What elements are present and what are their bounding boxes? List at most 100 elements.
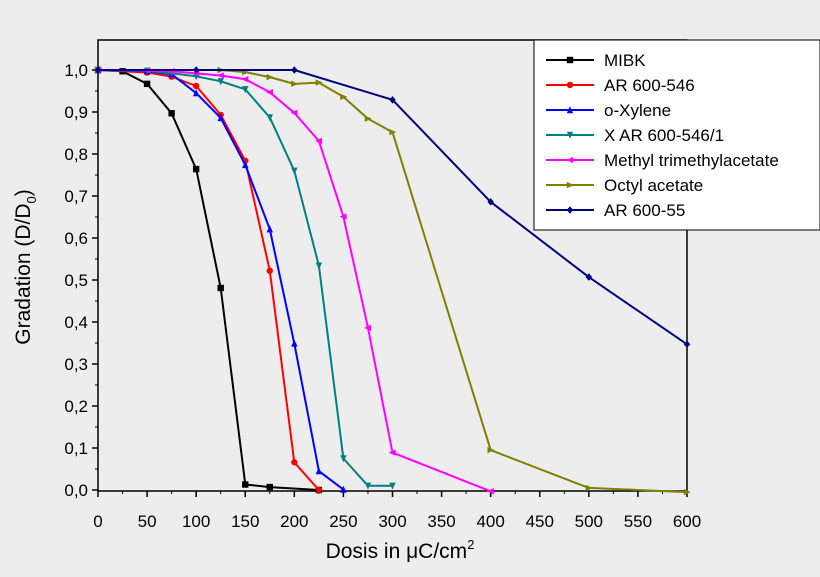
- data-point: [192, 89, 200, 97]
- data-point: [389, 482, 396, 490]
- legend-marker: [566, 131, 574, 139]
- data-point: [315, 79, 323, 86]
- data-point: [339, 213, 347, 220]
- x-tick-label: 400: [476, 512, 504, 531]
- data-point: [291, 80, 299, 88]
- x-tick-label: 50: [138, 512, 157, 531]
- y-tick-label: 0,4: [64, 313, 88, 332]
- data-point: [242, 86, 249, 94]
- data-point: [389, 128, 397, 136]
- legend-label: AR 600-55: [604, 201, 685, 220]
- x-tick-label: 600: [673, 512, 701, 531]
- series-line: [98, 69, 688, 494]
- data-point: [241, 76, 249, 83]
- series-lines: [94, 66, 691, 496]
- data-point: [242, 161, 249, 169]
- x-axis-title: Dosis in μC/cm2: [326, 537, 475, 563]
- x-tick-label: 500: [575, 512, 603, 531]
- legend-label: Methyl trimethylacetate: [604, 151, 779, 170]
- y-tick-label: 0,1: [64, 439, 88, 458]
- data-point: [242, 481, 249, 488]
- data-point: [315, 486, 323, 494]
- data-point: [265, 89, 273, 96]
- data-point: [340, 93, 348, 101]
- data-point: [585, 273, 593, 281]
- legend-item: AR 600-55: [546, 201, 685, 220]
- data-point: [315, 262, 323, 270]
- data-point: [266, 267, 273, 274]
- legend-item: o-Xylene: [546, 101, 671, 120]
- data-point: [487, 446, 495, 454]
- series-line: [97, 69, 345, 491]
- data-point: [266, 114, 273, 122]
- data-point: [290, 109, 298, 117]
- legend-label: Octyl acetate: [604, 176, 703, 195]
- data-point: [266, 483, 273, 491]
- x-tick-label: 150: [231, 512, 259, 531]
- data-point: [585, 484, 593, 492]
- series-line: [97, 69, 319, 491]
- data-point: [389, 96, 396, 104]
- data-point: [364, 115, 372, 122]
- data-point: [168, 110, 175, 117]
- x-tick-label: 250: [329, 512, 357, 531]
- legend-label: X AR 600-546/1: [604, 126, 724, 145]
- y-tick-label: 0,6: [64, 229, 88, 248]
- legend-label: MIBK: [604, 51, 646, 70]
- legend-marker: [566, 181, 574, 189]
- series-line: [97, 69, 320, 491]
- series-line: [97, 69, 492, 493]
- y-tick-label: 0,9: [64, 103, 88, 122]
- series-5: [94, 66, 494, 495]
- data-point: [315, 467, 323, 475]
- x-tick-label: 300: [378, 512, 406, 531]
- legend-marker: [566, 206, 574, 214]
- data-point: [291, 167, 298, 175]
- legend-marker: [566, 56, 574, 64]
- series-line: [97, 69, 393, 487]
- legend: MIBK AR 600-546 o-Xylene X AR 600-546/1 Meth…: [533, 39, 820, 231]
- x-tick-label: 350: [427, 512, 455, 531]
- legend-marker: [566, 81, 574, 89]
- data-point: [192, 66, 200, 74]
- legend-item: X AR 600-546/1: [546, 126, 724, 145]
- data-point: [291, 339, 298, 347]
- x-tick-label: 200: [280, 512, 308, 531]
- data-point: [192, 82, 200, 90]
- data-point: [291, 66, 298, 74]
- x-axis-ticks: 0 50 100 150 200 250 300 350 400 450 500 550 600: [93, 491, 701, 531]
- data-point: [143, 80, 151, 88]
- data-point: [364, 324, 372, 332]
- x-tick-label: 0: [93, 512, 102, 531]
- data-point: [94, 66, 102, 74]
- legend-item: Methyl trimethylacetate: [546, 151, 779, 170]
- x-tick-label: 100: [182, 512, 210, 531]
- y-tick-label: 0,7: [64, 187, 88, 206]
- legend-marker: [566, 156, 574, 164]
- y-axis-ticks: 0,0 0,1 0,2 0,3 0,4 0,5 0,6 0,7 0,8 0,9 1,0: [64, 61, 98, 500]
- data-point: [683, 488, 691, 496]
- y-tick-label: 0,2: [64, 397, 88, 416]
- y-tick-label: 0,8: [64, 145, 88, 164]
- data-point: [487, 198, 494, 206]
- series-4: [94, 66, 396, 490]
- data-point: [388, 449, 396, 456]
- data-point: [486, 488, 494, 495]
- x-tick-label: 450: [526, 512, 554, 531]
- data-point: [217, 284, 224, 292]
- data-point: [683, 340, 691, 349]
- x-tick-label: 550: [624, 512, 652, 531]
- data-point: [192, 165, 200, 173]
- legend-item: AR 600-546: [546, 76, 695, 95]
- data-point: [216, 72, 224, 79]
- data-point: [315, 137, 323, 145]
- legend-label: AR 600-546: [604, 76, 695, 95]
- data-point: [340, 485, 347, 493]
- series-2: [94, 66, 323, 494]
- series-1: [94, 66, 323, 494]
- series-7: [94, 66, 691, 349]
- data-point: [266, 225, 273, 233]
- data-point: [291, 459, 298, 466]
- legend-label: o-Xylene: [604, 101, 671, 120]
